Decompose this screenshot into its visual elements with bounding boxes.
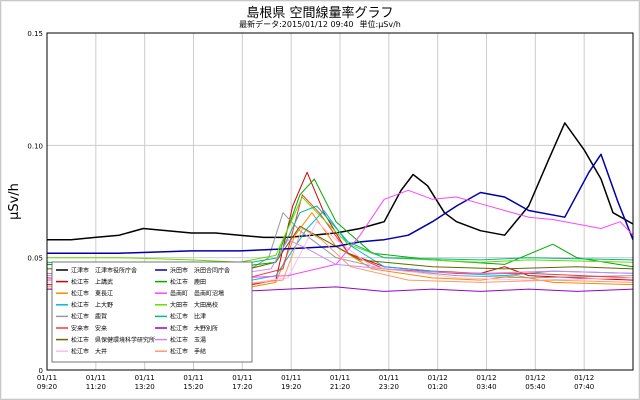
- legend-label: 松江市 比津: [170, 313, 206, 321]
- updated-label: 最新データ:2015/01/12 09:40: [239, 20, 354, 29]
- legend-box: [51, 261, 253, 363]
- x-tick-date: 01/11: [183, 374, 203, 382]
- y-tick-label: 0.05: [27, 255, 43, 263]
- x-tick-date: 01/12: [428, 374, 448, 382]
- plot-border: [46, 32, 634, 371]
- x-tick-time: 07:40: [574, 383, 594, 391]
- x-axis-ticks: 01/1109:2001/1111:2001/1113:2001/1115:20…: [37, 374, 594, 391]
- x-tick-time: 19:20: [281, 383, 301, 391]
- x-tick-time: 23:20: [379, 383, 399, 391]
- legend-label: 松江市 東長江: [71, 290, 113, 298]
- legend-label: 松江市 大野別所: [170, 324, 218, 332]
- x-tick-date: 01/12: [574, 374, 594, 382]
- legend-label: 大田市 大田高校: [170, 301, 218, 309]
- x-tick-date: 01/11: [135, 374, 155, 382]
- x-tick-time: 03:40: [476, 383, 496, 391]
- x-tick-time: 01:20: [428, 383, 448, 391]
- series-line: [47, 196, 634, 263]
- x-tick-date: 01/11: [379, 374, 399, 382]
- x-tick-time: 11:20: [86, 383, 106, 391]
- legend-label: 邑南町 邑南町沼場: [170, 290, 224, 298]
- x-tick-date: 01/11: [232, 374, 252, 382]
- x-tick-date: 01/11: [330, 374, 350, 382]
- y-tick-label: 0.10: [27, 142, 43, 150]
- legend-label: 松江市 大井: [71, 348, 107, 356]
- legend-label: 安来市 安来: [71, 324, 107, 332]
- x-tick-time: 13:20: [135, 383, 155, 391]
- x-tick-time: 21:20: [330, 383, 350, 391]
- series-line: [47, 153, 634, 254]
- x-tick-date: 01/11: [86, 374, 106, 382]
- y-tick-label: 0.15: [27, 30, 43, 38]
- legend-label: 松江市 鹿賀: [71, 313, 107, 321]
- legend-label: 松江市 上大野: [71, 301, 113, 309]
- x-tick-date: 01/12: [476, 374, 496, 382]
- legend-label: 松江市 鹿田: [170, 278, 206, 286]
- x-tick-date: 01/12: [525, 374, 545, 382]
- legend-label: 江津市 江津市役所庁舎: [71, 266, 137, 274]
- x-tick-time: 17:20: [232, 383, 252, 391]
- legend-label: 浜田市 浜田合同庁舎: [170, 266, 230, 274]
- legend-label: 松江市 手結: [170, 348, 206, 356]
- series-line: [47, 122, 634, 241]
- x-tick-date: 01/11: [37, 374, 57, 382]
- unit-label: 単位:μSv/h: [359, 20, 401, 29]
- y-axis-label: μSv/h: [7, 183, 22, 220]
- chart-title: 島根県 空間線量率グラフ: [246, 6, 394, 21]
- y-tick-label: 0: [39, 367, 43, 375]
- y-axis-ticks: 0 0.05 0.10 0.15: [27, 30, 43, 375]
- legend-label: 松江市 上講武: [71, 278, 113, 286]
- x-tick-time: 15:20: [183, 383, 203, 391]
- chart-subtitle: 最新データ:2015/01/12 09:40 単位:μSv/h: [0, 19, 640, 30]
- legend-label: 松江市 玉湯: [170, 336, 206, 344]
- x-tick-time: 09:20: [37, 383, 57, 391]
- x-tick-time: 05:40: [525, 383, 545, 391]
- legend-label: 松江市 県保健環境科学研究所: [71, 336, 155, 344]
- x-tick-date: 01/11: [281, 374, 301, 382]
